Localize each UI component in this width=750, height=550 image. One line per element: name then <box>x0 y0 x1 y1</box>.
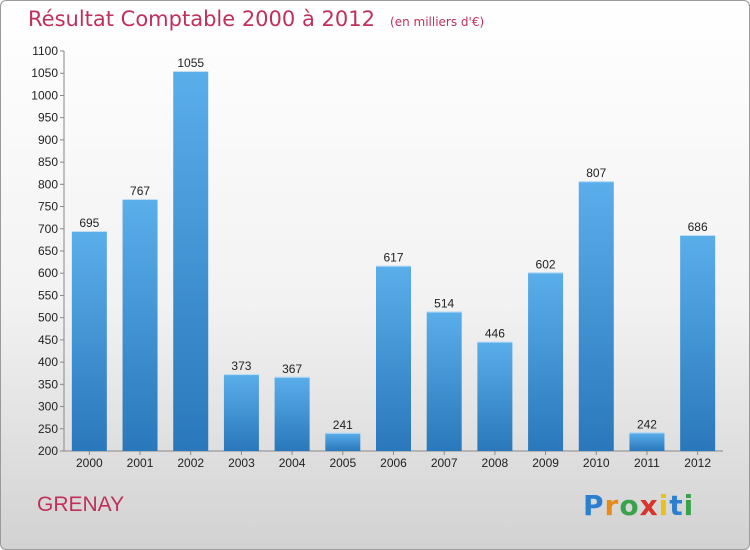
bar <box>274 376 310 451</box>
value-labels-group: 695 767 1055 373 367 241 617 514 446 602 807 242 686 <box>79 56 708 432</box>
y-tick-label: 900 <box>38 133 58 147</box>
y-tick-label: 1050 <box>31 66 58 80</box>
proxiti-logo: Proxiti <box>583 489 694 522</box>
bar-value-label: 695 <box>79 216 99 230</box>
logo-letter: P <box>583 489 605 522</box>
y-tick-label: 400 <box>38 355 58 369</box>
bar-value-label: 373 <box>231 359 251 373</box>
chart-title: Résultat Comptable 2000 à 2012 (en milli… <box>28 7 484 31</box>
x-tick-label: 2005 <box>329 456 356 470</box>
bar-value-label: 242 <box>637 417 657 431</box>
x-tick-label: 2012 <box>684 456 711 470</box>
bars-group <box>71 71 716 451</box>
x-tick-label: 2011 <box>634 456 660 470</box>
y-tick-label: 500 <box>38 311 58 325</box>
bar-value-label: 807 <box>586 166 606 180</box>
bar <box>578 181 614 451</box>
y-tick-label: 200 <box>38 444 58 458</box>
bar-value-label: 367 <box>282 362 302 376</box>
x-tick-label: 2009 <box>532 456 559 470</box>
commune-name: GRENAY <box>37 493 125 516</box>
bar-value-label: 446 <box>485 327 505 341</box>
bar-value-label: 686 <box>688 220 708 234</box>
y-tick-label: 600 <box>38 266 58 280</box>
y-tick-label: 950 <box>38 111 58 125</box>
bar <box>426 311 462 451</box>
y-tick-label: 250 <box>38 422 58 436</box>
y-tick-label: 1000 <box>31 88 58 102</box>
y-tick-label: 300 <box>38 400 58 414</box>
y-tick-label: 750 <box>38 200 58 214</box>
x-tick-label: 2003 <box>228 456 255 470</box>
logo-letter: i <box>683 489 695 522</box>
chart-unit-text: (en milliers d'€) <box>390 15 485 29</box>
y-tick-label: 800 <box>38 177 58 191</box>
y-tick-label: 1100 <box>32 44 58 58</box>
y-tick-label: 450 <box>38 333 58 347</box>
bar <box>223 374 259 451</box>
x-tick-label: 2004 <box>279 456 306 470</box>
bar-value-label: 241 <box>333 418 353 432</box>
x-tick-label: 2002 <box>177 456 204 470</box>
bar-value-label: 617 <box>383 251 403 265</box>
bar <box>325 432 361 451</box>
bar-value-label: 602 <box>536 257 556 271</box>
logo-letter: x <box>639 489 659 522</box>
logo-letter: t <box>669 489 684 522</box>
x-tick-label: 2010 <box>583 456 610 470</box>
y-tick-label: 550 <box>38 288 58 302</box>
bar-value-label: 514 <box>434 296 454 310</box>
y-tick-label: 700 <box>38 222 58 236</box>
y-tick-label: 350 <box>38 377 58 391</box>
x-tick-label: 2008 <box>482 456 509 470</box>
bar <box>376 265 411 451</box>
bar <box>71 231 107 451</box>
bar <box>477 341 513 451</box>
chart-title-text: Résultat Comptable 2000 à 2012 <box>28 7 375 31</box>
bar-value-label: 767 <box>130 184 150 198</box>
bar <box>629 432 665 451</box>
bar <box>173 71 209 451</box>
y-tick-label: 850 <box>38 155 58 169</box>
bar <box>680 235 716 451</box>
bar <box>122 199 158 451</box>
logo-letter: o <box>619 489 640 522</box>
logo-letter: i <box>658 489 670 522</box>
x-tick-label: 2007 <box>431 456 458 470</box>
x-tick-label: 2000 <box>76 456 103 470</box>
bar <box>528 272 564 451</box>
y-tick-label: 650 <box>38 244 58 258</box>
x-tick-label: 2006 <box>380 456 407 470</box>
logo-letter: r <box>604 489 620 522</box>
x-tick-label: 2001 <box>127 456 154 470</box>
y-axis: 200 250 300 350 400 450 500 550 600 650 700 750 800 8… <box>31 44 65 458</box>
bar-value-label: 1055 <box>177 56 204 70</box>
x-axis: 2000 2001 2002 2003 2004 2005 2006 2007 2008 2009… <box>64 450 723 470</box>
